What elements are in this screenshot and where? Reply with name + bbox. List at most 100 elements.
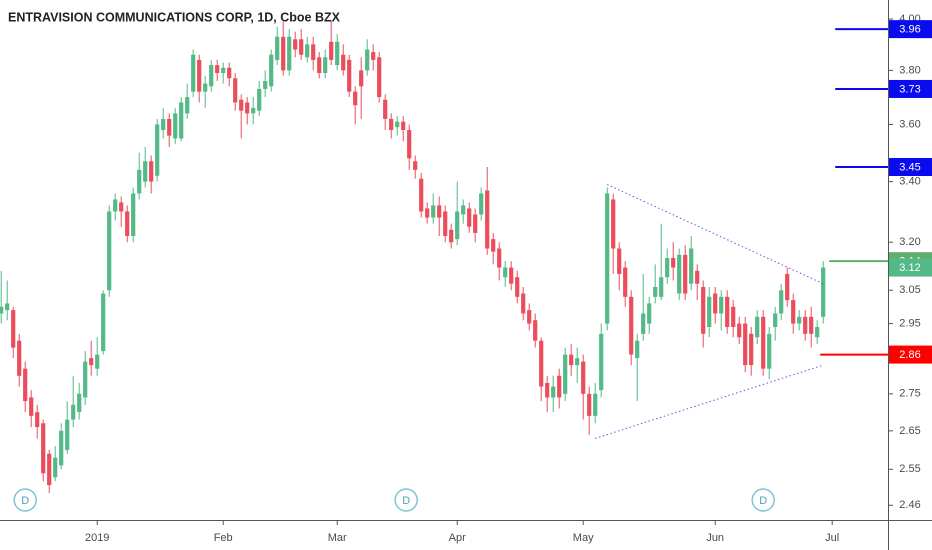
- candle-body: [581, 361, 586, 394]
- candle-body: [575, 358, 580, 366]
- candle-body: [227, 67, 232, 79]
- candle-body: [773, 313, 778, 327]
- candle-body: [191, 54, 196, 92]
- candle-body: [719, 296, 724, 314]
- candle-body: [245, 102, 250, 114]
- y-tick-label: 2.75: [899, 388, 920, 400]
- axes: 4.003.803.603.403.203.052.952.852.752.65…: [85, 13, 932, 544]
- candle-body: [563, 354, 568, 394]
- candle-body: [569, 354, 574, 366]
- candle-body: [119, 202, 124, 212]
- candle-body: [605, 193, 610, 324]
- price-badge-label: 3.73: [899, 83, 920, 95]
- candle-body: [239, 99, 244, 111]
- candle-body: [311, 44, 316, 60]
- candle-body: [365, 49, 370, 71]
- candle-body: [221, 67, 226, 74]
- candle-body: [101, 293, 106, 352]
- candle-body: [791, 300, 796, 324]
- candle-body: [461, 205, 466, 215]
- candle-body: [539, 340, 544, 387]
- candle-body: [407, 130, 412, 159]
- candle-body: [329, 41, 334, 60]
- candle-body: [731, 306, 736, 327]
- candle-body: [437, 205, 442, 218]
- candle-body: [527, 310, 532, 324]
- candle-body: [749, 333, 754, 366]
- candle-body: [161, 118, 166, 131]
- y-tick-label: 3.80: [899, 64, 920, 76]
- candle-body: [467, 208, 472, 227]
- candle-body: [179, 102, 184, 139]
- candle-body: [317, 57, 322, 74]
- candle-body: [125, 211, 130, 237]
- dividend-label: D: [402, 495, 410, 507]
- candle-body: [779, 290, 784, 314]
- candle-body: [347, 59, 352, 92]
- candle-body: [419, 178, 424, 212]
- candle-body: [479, 193, 484, 215]
- candle-body: [35, 412, 40, 428]
- candle-body: [371, 52, 376, 60]
- candle-body: [29, 397, 34, 416]
- candle-body: [809, 316, 814, 334]
- candle-body: [275, 36, 280, 60]
- candle-body: [767, 333, 772, 369]
- x-tick-label: Apr: [449, 532, 466, 544]
- candle-body: [401, 121, 406, 131]
- candle-body: [743, 323, 748, 366]
- candle-body: [533, 320, 538, 341]
- dividend-label: D: [21, 495, 29, 507]
- dividend-marker: [13, 488, 37, 512]
- candle-body: [515, 277, 520, 297]
- candle-body: [665, 257, 670, 278]
- candle-body: [377, 57, 382, 98]
- candle-body: [107, 211, 112, 291]
- x-tick-label: Feb: [214, 532, 233, 544]
- candle-body: [203, 83, 208, 92]
- candle-body: [587, 393, 592, 416]
- candle-body: [113, 199, 118, 212]
- candle-body: [11, 310, 16, 348]
- candle-body: [281, 36, 286, 71]
- candle-body: [41, 423, 46, 474]
- candle-body: [137, 169, 142, 194]
- candle-body: [71, 404, 76, 420]
- candle-body: [59, 430, 64, 466]
- price-badge-label: 3.96: [899, 24, 920, 36]
- price-badge-label: 3.45: [899, 161, 920, 173]
- candle-body: [785, 273, 790, 301]
- candle-body: [341, 54, 346, 71]
- candle-body: [593, 393, 598, 416]
- candle-body: [77, 393, 82, 413]
- candle-body: [557, 375, 562, 398]
- candle-body: [149, 161, 154, 182]
- candle-body: [293, 39, 298, 50]
- candle-body: [431, 205, 436, 218]
- price-badge-label: 3.12: [899, 262, 920, 274]
- y-tick-label: 3.05: [899, 284, 920, 296]
- candle-body: [707, 296, 712, 327]
- y-tick-label: 2.65: [899, 425, 920, 437]
- y-tick-label: 2.95: [899, 317, 920, 329]
- y-tick-label: 3.20: [899, 236, 920, 248]
- candle-body: [797, 316, 802, 324]
- candle-body: [395, 121, 400, 128]
- candle-body: [47, 453, 52, 486]
- candle-body: [641, 313, 646, 334]
- candle-body: [197, 59, 202, 92]
- candle-body: [83, 361, 88, 398]
- candle-body: [95, 354, 100, 369]
- candle-body: [155, 124, 160, 176]
- candle-body: [647, 303, 652, 324]
- candle-body: [143, 161, 148, 182]
- candle-body: [815, 326, 820, 338]
- candle-body: [65, 419, 70, 450]
- price-badge-label: 2.86: [899, 349, 920, 361]
- candle-body: [497, 248, 502, 268]
- candle-body: [173, 113, 178, 139]
- y-tick-label: 2.46: [899, 499, 920, 511]
- candle-body: [443, 211, 448, 237]
- candle-body: [263, 80, 268, 89]
